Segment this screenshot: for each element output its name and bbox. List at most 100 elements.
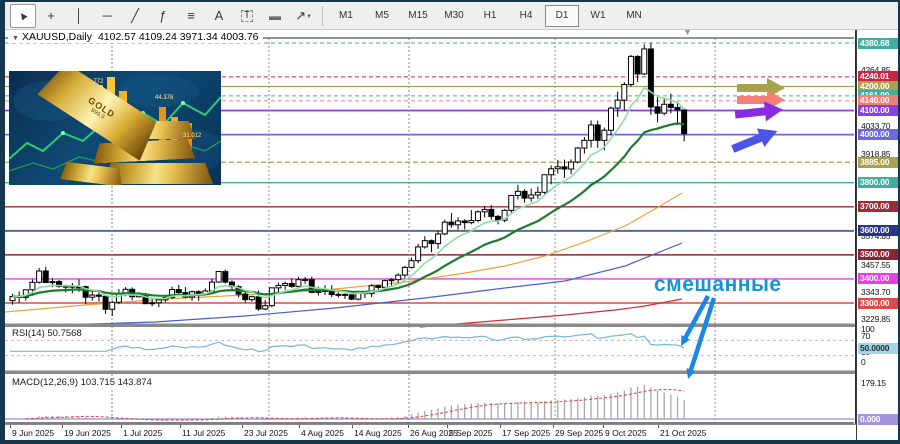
date-tick bbox=[500, 425, 501, 428]
trendline-icon: ╱ bbox=[131, 8, 139, 23]
olive-right-arrow bbox=[737, 78, 785, 98]
price-badge: 3885.00 bbox=[858, 156, 898, 168]
date-tick bbox=[242, 425, 243, 428]
date-label: 17 Sep 2025 bbox=[502, 428, 551, 438]
date-label: 19 Jun 2025 bbox=[64, 428, 111, 438]
date-tick bbox=[553, 425, 554, 428]
level-lines bbox=[5, 42, 854, 304]
date-tick bbox=[299, 425, 300, 428]
photo-number: 31.012 bbox=[183, 133, 202, 139]
timeframe-H4-button[interactable]: H4 bbox=[519, 10, 533, 21]
date-tick bbox=[603, 425, 604, 428]
date-tick bbox=[10, 425, 11, 428]
equidistant-channel-icon: ≡ bbox=[187, 8, 195, 23]
salmon-right-arrow bbox=[737, 90, 785, 110]
price-tick-label: 4033.70 bbox=[861, 120, 891, 131]
price-tick-label: 3229.85 bbox=[861, 314, 891, 325]
chevron-down-icon: ▾ bbox=[307, 12, 311, 20]
timeframe-M15-button[interactable]: M15 bbox=[408, 10, 428, 21]
fibonacci-tool-button[interactable]: ƒ bbox=[150, 4, 176, 28]
date-label: 26 Aug 2025 bbox=[410, 428, 458, 438]
price-badge: 3400.00 bbox=[858, 273, 898, 285]
price-badge: 4200.00 bbox=[858, 80, 898, 92]
timeframe-D1-button[interactable]: D1 bbox=[545, 4, 579, 27]
annotation-arrows bbox=[681, 294, 717, 379]
text-label-tool-button[interactable]: T bbox=[234, 4, 260, 28]
chart-area[interactable]: ▼ XAUUSD,Daily 4102.57 4109.24 3971.34 400… bbox=[5, 27, 855, 424]
price-tick-label: 0 bbox=[861, 356, 866, 367]
date-label: 5 Sep 2025 bbox=[449, 428, 493, 438]
horizontal-line-tool-button[interactable]: ─ bbox=[94, 4, 120, 28]
arrows-tool-button[interactable]: ↗ ▾ bbox=[290, 4, 316, 28]
date-tick bbox=[180, 425, 181, 428]
price-badge: 4140.00 bbox=[858, 95, 898, 107]
macd-pane bbox=[5, 384, 854, 421]
equidistant-channel-tool-button[interactable]: ≡ bbox=[178, 4, 204, 28]
timeframe-W1-button[interactable]: W1 bbox=[590, 10, 606, 21]
timeframe-M1-button[interactable]: M1 bbox=[339, 10, 353, 21]
timeframe-M5-button[interactable]: M5 bbox=[375, 10, 389, 21]
rsi-pane bbox=[5, 333, 854, 357]
chart-title: ▼ XAUUSD,Daily 4102.57 4109.24 3971.34 400… bbox=[8, 31, 263, 43]
price-tick-label: 3457.55 bbox=[861, 259, 891, 270]
blue-up-right-arrow bbox=[731, 128, 778, 153]
price-tick-label: 3918.85 bbox=[861, 148, 891, 159]
cursor-icon: ► bbox=[14, 7, 31, 24]
date-tick bbox=[62, 425, 63, 428]
price-badge: 4240.01 bbox=[858, 71, 898, 83]
timeframe-MN-button[interactable]: MN bbox=[626, 10, 642, 21]
price-tick-label: 179.15 bbox=[861, 377, 886, 388]
date-label: 9 Jun 2025 bbox=[12, 428, 55, 438]
date-label: 29 Sep 2025 bbox=[555, 428, 604, 438]
price-badge: 3700.00 bbox=[858, 201, 898, 213]
price-tick-label: 3574.85 bbox=[861, 231, 891, 242]
text-tool-button[interactable]: A bbox=[206, 4, 232, 28]
timeframe-M30-button[interactable]: M30 bbox=[444, 10, 464, 21]
trendline-tool-button[interactable]: ╱ bbox=[122, 4, 148, 28]
shapes-tool-button[interactable]: ▬ bbox=[262, 4, 288, 28]
annotation-text: смешанные bbox=[654, 273, 782, 296]
vertical-line-tool-button[interactable]: │ bbox=[66, 4, 92, 28]
timeframe-H1-button[interactable]: H1 bbox=[483, 10, 497, 21]
date-label: 23 Jul 2025 bbox=[244, 428, 288, 438]
shapes-icon: ▬ bbox=[269, 8, 281, 23]
cursor-tool-button[interactable]: ► bbox=[10, 3, 36, 28]
drawing-tools-group: ► + │ ─ ╱ ƒ ≡ A T ▬ ↗ ▾ bbox=[9, 3, 317, 28]
chart-shift-marker-icon[interactable]: ▼ bbox=[683, 27, 692, 37]
date-tick bbox=[352, 425, 353, 428]
timeframe-group: M1 M5 M15 M30 H1 H4 D1 W1 MN bbox=[328, 4, 652, 27]
rsi-indicator-label: RSI(14) 50.7568 bbox=[10, 328, 84, 339]
date-tick bbox=[408, 425, 409, 428]
date-label: 14 Aug 2025 bbox=[354, 428, 402, 438]
vertical-line-icon: │ bbox=[74, 8, 84, 23]
symbol-dropdown-icon[interactable]: ▼ bbox=[12, 35, 19, 42]
price-tick-label: 70 bbox=[861, 330, 871, 341]
price-tick-label: 3343.70 bbox=[861, 286, 891, 297]
date-label: 11 Jul 2025 bbox=[182, 428, 226, 438]
price-tick-label: 4264.85 bbox=[861, 66, 891, 75]
toolbar-separator bbox=[322, 5, 323, 26]
price-badge: 3500.00 bbox=[858, 249, 898, 261]
ohlc-values: 4102.57 4109.24 3971.34 4003.76 bbox=[97, 31, 259, 43]
date-label: 21 Oct 2025 bbox=[660, 428, 707, 438]
photo-number: 44.378 bbox=[155, 95, 174, 101]
date-tick bbox=[447, 425, 448, 428]
fibonacci-icon: ƒ bbox=[159, 8, 167, 23]
price-tick-label: 100 bbox=[861, 323, 875, 334]
macd-indicator-label: MACD(12,26,9) 103.715 143.874 bbox=[10, 377, 154, 388]
price-badge: 3800.00 bbox=[858, 177, 898, 189]
crosshair-tool-button[interactable]: + bbox=[38, 4, 64, 28]
arrows-icon: ↗ bbox=[295, 8, 307, 23]
date-label: 1 Jul 2025 bbox=[123, 428, 163, 438]
price-badge: 4380.68 bbox=[858, 37, 898, 49]
date-axis[interactable]: 9 Jun 2025 19 Jun 2025 1 Jul 2025 11 Jul 20… bbox=[5, 424, 856, 440]
price-badge: 4000.00 bbox=[858, 129, 898, 141]
price-axis[interactable]: 4264.85 4033.70 3918.85 3574.85 3457.55 3343.… bbox=[856, 30, 898, 440]
date-label: 4 Aug 2025 bbox=[301, 428, 345, 438]
date-tick bbox=[658, 425, 659, 428]
crosshair-icon: + bbox=[47, 8, 55, 23]
toolbar: ► + │ ─ ╱ ƒ ≡ A T ▬ ↗ ▾ M1 M5 M15 M30 H1 H4 D1 W1 MN bbox=[5, 2, 898, 30]
price-badge: 4100.00 bbox=[858, 105, 898, 117]
